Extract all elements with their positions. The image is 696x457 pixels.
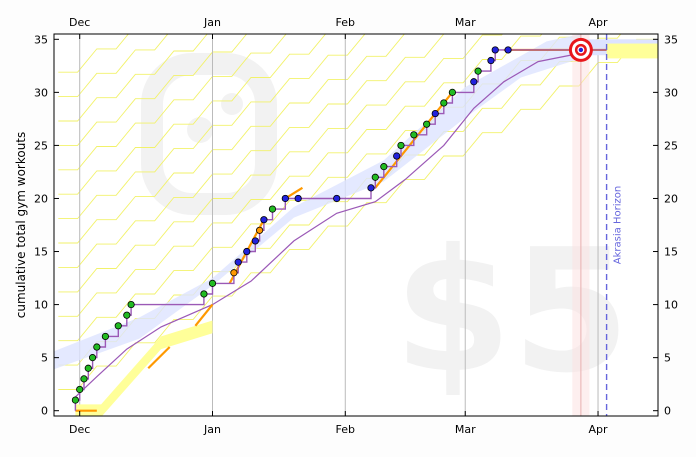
yellow-guide-line [58,34,248,146]
data-point [474,67,482,75]
target-bullseye-center [578,47,584,53]
data-point [393,152,401,160]
data-point [410,131,418,139]
y-tick-label-right: 20 [664,192,678,205]
yellow-guide-line [58,34,169,98]
data-point [440,99,448,107]
data-point [397,141,405,150]
road-band-yellow-flat [606,43,658,59]
data-point [491,46,499,54]
data-point [487,56,495,65]
y-tick-label-left: 15 [34,246,48,259]
data-point [76,385,84,394]
data-point [80,375,88,383]
x-tick-label-bottom: Mar [455,423,476,436]
x-tick-label-bottom: Jan [203,423,221,436]
y-tick-label-right: 25 [664,139,678,152]
x-tick-label-top: Mar [455,16,476,29]
data-point [71,396,80,404]
data-point [123,311,131,319]
yellow-guide-line [58,34,287,171]
step-line [74,49,607,411]
data-point [127,300,135,309]
watermark-smiley-eye [221,93,243,115]
data-point [260,216,268,224]
plot-frame [53,33,659,417]
y-axis-label: cumulative total gym workouts [14,132,28,319]
data-point [423,120,431,128]
data-point [380,163,388,171]
yellow-guide-line [58,34,327,195]
yellow-guide-line [58,34,366,220]
yellow-guide-line [58,34,504,293]
y-tick-label-left: 5 [41,352,48,365]
x-tick-label-bottom: Dec [69,423,90,436]
data-point [88,354,97,362]
data-point [281,194,289,203]
yellow-guide-line [58,34,405,244]
moving-average-line [74,52,582,398]
data-point [470,78,478,86]
y-tick-label-left: 30 [34,86,48,99]
y-tick-label-left: 35 [34,33,48,46]
data-point [230,269,238,277]
x-tick-label-bottom: Feb [336,423,355,436]
data-point [367,184,375,192]
data-point [234,258,242,266]
x-tick-label-top: Feb [336,16,355,29]
x-tick-label-bottom: Apr [589,423,609,436]
y-tick-label-right: 10 [664,299,678,312]
data-point [251,237,259,245]
road-band [54,34,581,370]
data-point [504,46,512,54]
data-point [431,109,439,118]
data-point [84,364,92,372]
data-point [101,332,110,341]
data-point [93,343,101,351]
akrasia-horizon-label: Akrasia Horizon [613,186,624,264]
y-tick-label-right: 5 [664,352,671,365]
orange-guide-segment [147,346,171,370]
data-point [294,194,302,203]
y-tick-label-right: 15 [664,246,678,259]
y-tick-label-right: 30 [664,86,678,99]
data-point [243,247,251,256]
y-tick-label-left: 20 [34,192,48,205]
yellow-guide-line [58,34,543,317]
data-point [256,226,264,234]
y-tick-label-left: 0 [41,405,48,418]
data-point [371,173,379,181]
x-tick-label-top: Jan [203,16,221,29]
yellow-road-start [75,320,213,416]
x-tick-label-top: Apr [589,16,609,29]
y-tick-label-right: 35 [664,33,678,46]
x-tick-label-top: Dec [69,16,90,29]
data-point [448,88,456,96]
watermark-smiley-face [141,53,277,215]
watermark-pledge: $5 [394,213,631,411]
y-tick-label-left: 25 [34,139,48,152]
data-point [200,290,208,298]
yellow-guide-line [58,38,656,390]
data-point [208,279,217,287]
data-point [268,205,277,213]
y-tick-label-left: 10 [34,299,48,312]
yellow-guide-line [58,34,208,122]
yellow-guide-line [58,34,464,268]
y-tick-label-right: 0 [664,405,671,418]
data-point [114,322,122,330]
data-point [333,194,341,203]
orange-guide-segment [194,303,214,327]
